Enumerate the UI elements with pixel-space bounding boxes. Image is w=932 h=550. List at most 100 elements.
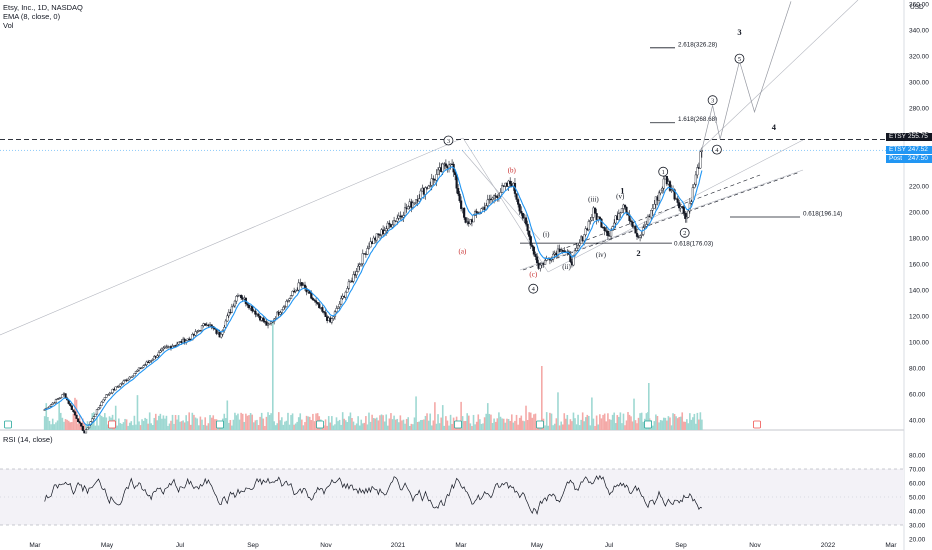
volume-bar [377, 420, 380, 430]
volume-bar [174, 414, 177, 430]
candle-body [515, 193, 518, 200]
last-price-tag[interactable]: ETSY 247.52 [886, 146, 932, 154]
candle-body [385, 228, 388, 232]
volume-bar [197, 425, 200, 430]
candle-body [383, 230, 386, 234]
candle-body [127, 378, 130, 381]
earnings-marker-icon [644, 420, 652, 429]
volume-bar [284, 421, 286, 430]
volume-bar [260, 412, 263, 430]
candle-body [587, 221, 590, 231]
y-tick-label: 60.00 [909, 392, 926, 399]
x-tick-label: May [531, 542, 544, 549]
volume-bar [410, 423, 413, 430]
volume-bar [264, 425, 266, 430]
candle-body [396, 218, 399, 222]
candle-body [609, 230, 613, 237]
volume-bar [627, 412, 629, 430]
volume-bar [642, 421, 645, 430]
y-tick-label: 340.00 [909, 28, 929, 35]
volume-bar [583, 421, 586, 430]
volume-bar [235, 415, 238, 430]
projection-path [701, 1, 792, 150]
volume-bar [189, 424, 192, 430]
candle-body [43, 409, 46, 411]
candle-body [313, 299, 316, 301]
candle-body [411, 202, 415, 208]
volume-bar [630, 416, 632, 430]
candle-body [196, 331, 199, 333]
volume-bar [63, 421, 65, 430]
candle-body [386, 222, 389, 229]
post-price-tag[interactable]: Post 247.50 [886, 155, 932, 163]
candle-body [220, 333, 223, 338]
candle-body [157, 352, 160, 356]
candle-body [156, 355, 159, 358]
volume-bar [466, 413, 469, 430]
volume-bar [547, 425, 550, 430]
trendline [699, 0, 859, 151]
candle-body [432, 178, 435, 180]
candle-body [347, 281, 350, 289]
volume-bar [426, 413, 428, 430]
volume-bar [659, 420, 662, 430]
rsi-pane [44, 474, 703, 515]
candle-body [509, 180, 512, 185]
candle-body [53, 402, 56, 404]
volume-bar [666, 420, 668, 430]
candle-body [235, 296, 238, 302]
volume-bar [285, 420, 288, 430]
candle-body [357, 265, 360, 272]
volume-bar [471, 425, 473, 430]
candle-body [142, 365, 145, 368]
candle-body [685, 217, 688, 219]
volume-bar [121, 423, 123, 430]
candle-body [600, 218, 603, 228]
volume-bar [315, 413, 317, 430]
volume-bar [176, 419, 178, 430]
volume-bar [340, 424, 342, 430]
volume-bar [302, 425, 305, 430]
candle-body [133, 373, 136, 377]
volume-bar [177, 415, 180, 430]
ema-path [44, 166, 703, 426]
candle-body [254, 310, 257, 315]
candle-body [265, 321, 268, 326]
volume-bar [201, 419, 203, 430]
volume-bar [326, 425, 328, 430]
x-tick-label: 2022 [821, 542, 836, 549]
volume-bar [603, 413, 606, 430]
volume-bar [664, 417, 667, 430]
candle-body [59, 396, 62, 399]
candle-body [95, 409, 99, 415]
volume-bar [99, 414, 101, 430]
candle-body [72, 409, 75, 413]
level-price-tag[interactable]: ETSY 255.75 [886, 133, 932, 141]
candle-body [673, 189, 676, 200]
candle-body [291, 290, 294, 296]
candle-body [572, 255, 575, 266]
volume-bar [594, 425, 596, 430]
volume-bar [651, 425, 654, 430]
volume-bar [327, 416, 330, 430]
volume-bar [55, 422, 57, 430]
candle-body [460, 200, 463, 209]
candle-body [427, 185, 430, 189]
volume-bar [51, 418, 54, 430]
candle-body [332, 316, 335, 319]
volume-bar [249, 413, 252, 430]
y-tick-label: 120.00 [909, 314, 929, 321]
volume-bar [523, 421, 526, 430]
x-tick-label: Nov [320, 542, 332, 549]
candle-body [311, 298, 315, 301]
volume-bar [265, 416, 268, 430]
candle-body [194, 331, 197, 336]
candle-body [120, 383, 124, 385]
volume-bar [53, 424, 56, 430]
candle-body [159, 350, 162, 353]
candle-body [94, 413, 97, 417]
volume-bar [526, 419, 529, 430]
volume-bar [622, 413, 625, 430]
candle-body [391, 224, 394, 228]
candle-body [340, 298, 343, 305]
